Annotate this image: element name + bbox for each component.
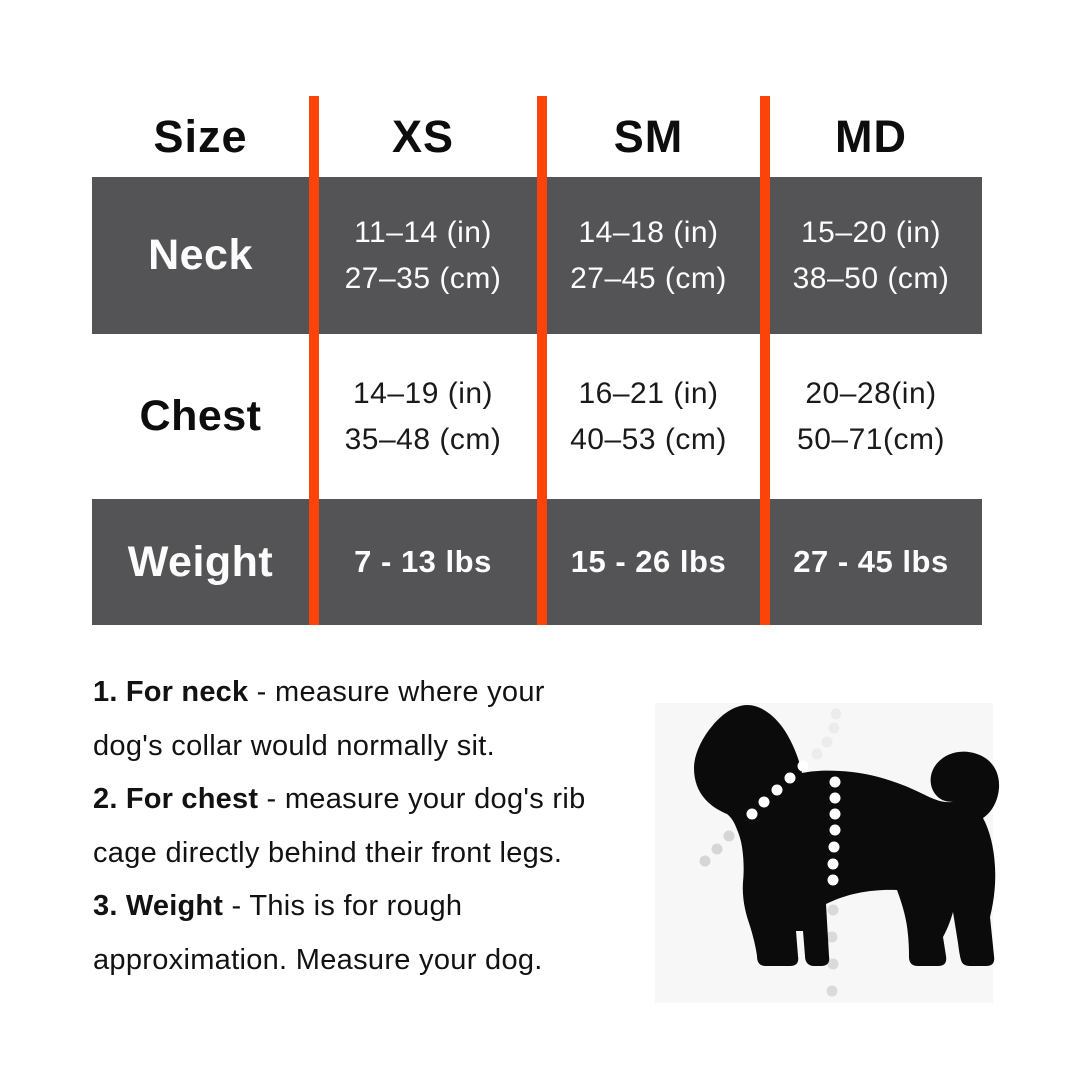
instruction-3-bold: 2. For chest xyxy=(93,783,259,815)
neck-md-cm: 38–50 (cm) xyxy=(792,261,950,295)
chest-row-label: Chest xyxy=(139,392,262,440)
instruction-4-text: cage directly behind their front legs. xyxy=(93,836,563,869)
chest-md-inches: 20–28(in) xyxy=(805,376,937,410)
instruction-3-text: - measure your dog's rib xyxy=(258,783,586,815)
column-header-sm: SM xyxy=(537,96,760,177)
neck-measure-dotted-line xyxy=(746,760,809,820)
neck-sm-cell: 14–18 (in) 27–45 (cm) xyxy=(537,177,760,334)
column-header-xs-label: XS xyxy=(391,110,455,162)
pug-image-container xyxy=(650,660,1070,1040)
neck-sm-cm: 27–45 (cm) xyxy=(570,261,727,295)
chest-md-cell: 20–28(in) 50–71(cm) xyxy=(760,334,982,499)
instruction-line-6: approximation. Measure your dog. xyxy=(93,934,693,988)
neck-xs-cell: 11–14 (in) 27–35 (cm) xyxy=(309,177,537,334)
instruction-5-bold: 3. Weight xyxy=(93,890,224,922)
faint-dots-above-back xyxy=(811,708,842,760)
column-header-xs: XS xyxy=(309,96,537,177)
weight-md-value: 27 - 45 lbs xyxy=(793,544,949,579)
instruction-line-4: cage directly behind their front legs. xyxy=(93,827,693,881)
size-header-cell: Size xyxy=(92,96,309,177)
column-divider-line-2 xyxy=(537,96,547,625)
instruction-line-3: 2. For chest - measure your dog's rib xyxy=(93,773,693,827)
instruction-5-text: - This is for rough xyxy=(223,890,463,922)
neck-md-inches: 15–20 (in) xyxy=(800,215,942,249)
neck-row-label: Neck xyxy=(148,231,253,279)
measuring-instructions: 1. For neck - measure where your dog's c… xyxy=(93,666,693,987)
chest-xs-inches: 14–19 (in) xyxy=(352,376,494,410)
instruction-1-bold: 1. For neck xyxy=(93,676,249,708)
size-table: Size XS SM MD Neck 11–14 (in) 27–35 (cm)… xyxy=(92,96,982,625)
column-header-sm-label: SM xyxy=(613,110,684,162)
chest-row: Chest 14–19 (in) 35–48 (cm) 16–21 (in) 4… xyxy=(92,334,982,499)
instruction-1-text: - measure where your xyxy=(248,676,545,708)
neck-md-cell: 15–20 (in) 38–50 (cm) xyxy=(760,177,982,334)
neck-xs-cm: 27–35 (cm) xyxy=(344,261,502,295)
neck-xs-inches: 11–14 (in) xyxy=(354,215,492,249)
neck-sm-inches: 14–18 (in) xyxy=(578,215,719,249)
column-divider-line-3 xyxy=(760,96,770,625)
chest-md-cm: 50–71(cm) xyxy=(797,422,945,456)
chest-sm-cm: 40–53 (cm) xyxy=(570,422,727,456)
instruction-6-text: approximation. Measure your dog. xyxy=(93,943,543,976)
pug-silhouette-icon xyxy=(655,703,1000,1003)
chest-sm-inches: 16–21 (in) xyxy=(578,376,719,410)
column-divider-line-1 xyxy=(309,96,319,625)
chest-xs-cm: 35–48 (cm) xyxy=(344,422,502,456)
instruction-2-text: dog's collar would normally sit. xyxy=(93,729,495,762)
chest-xs-cell: 14–19 (in) 35–48 (cm) xyxy=(309,334,537,499)
weight-row-label: Weight xyxy=(127,537,274,586)
weight-xs-value: 7 - 13 lbs xyxy=(354,544,492,579)
weight-sm-value: 15 - 26 lbs xyxy=(570,544,727,579)
table-header-row: Size XS SM MD xyxy=(92,96,982,177)
column-header-md: MD xyxy=(760,96,982,177)
instruction-line-2: dog's collar would normally sit. xyxy=(93,720,693,774)
size-header-label: Size xyxy=(153,110,248,162)
faint-dots-neck-extension xyxy=(699,830,735,867)
chest-measure-dotted-line xyxy=(827,776,841,886)
instruction-line-1: 1. For neck - measure where your xyxy=(93,666,693,720)
pug-body-shape xyxy=(694,705,1000,966)
faint-dots-below-belly xyxy=(826,904,839,997)
chest-sm-cell: 16–21 (in) 40–53 (cm) xyxy=(537,334,760,499)
instruction-line-5: 3. Weight - This is for rough xyxy=(93,880,693,934)
column-header-md-label: MD xyxy=(835,110,907,162)
